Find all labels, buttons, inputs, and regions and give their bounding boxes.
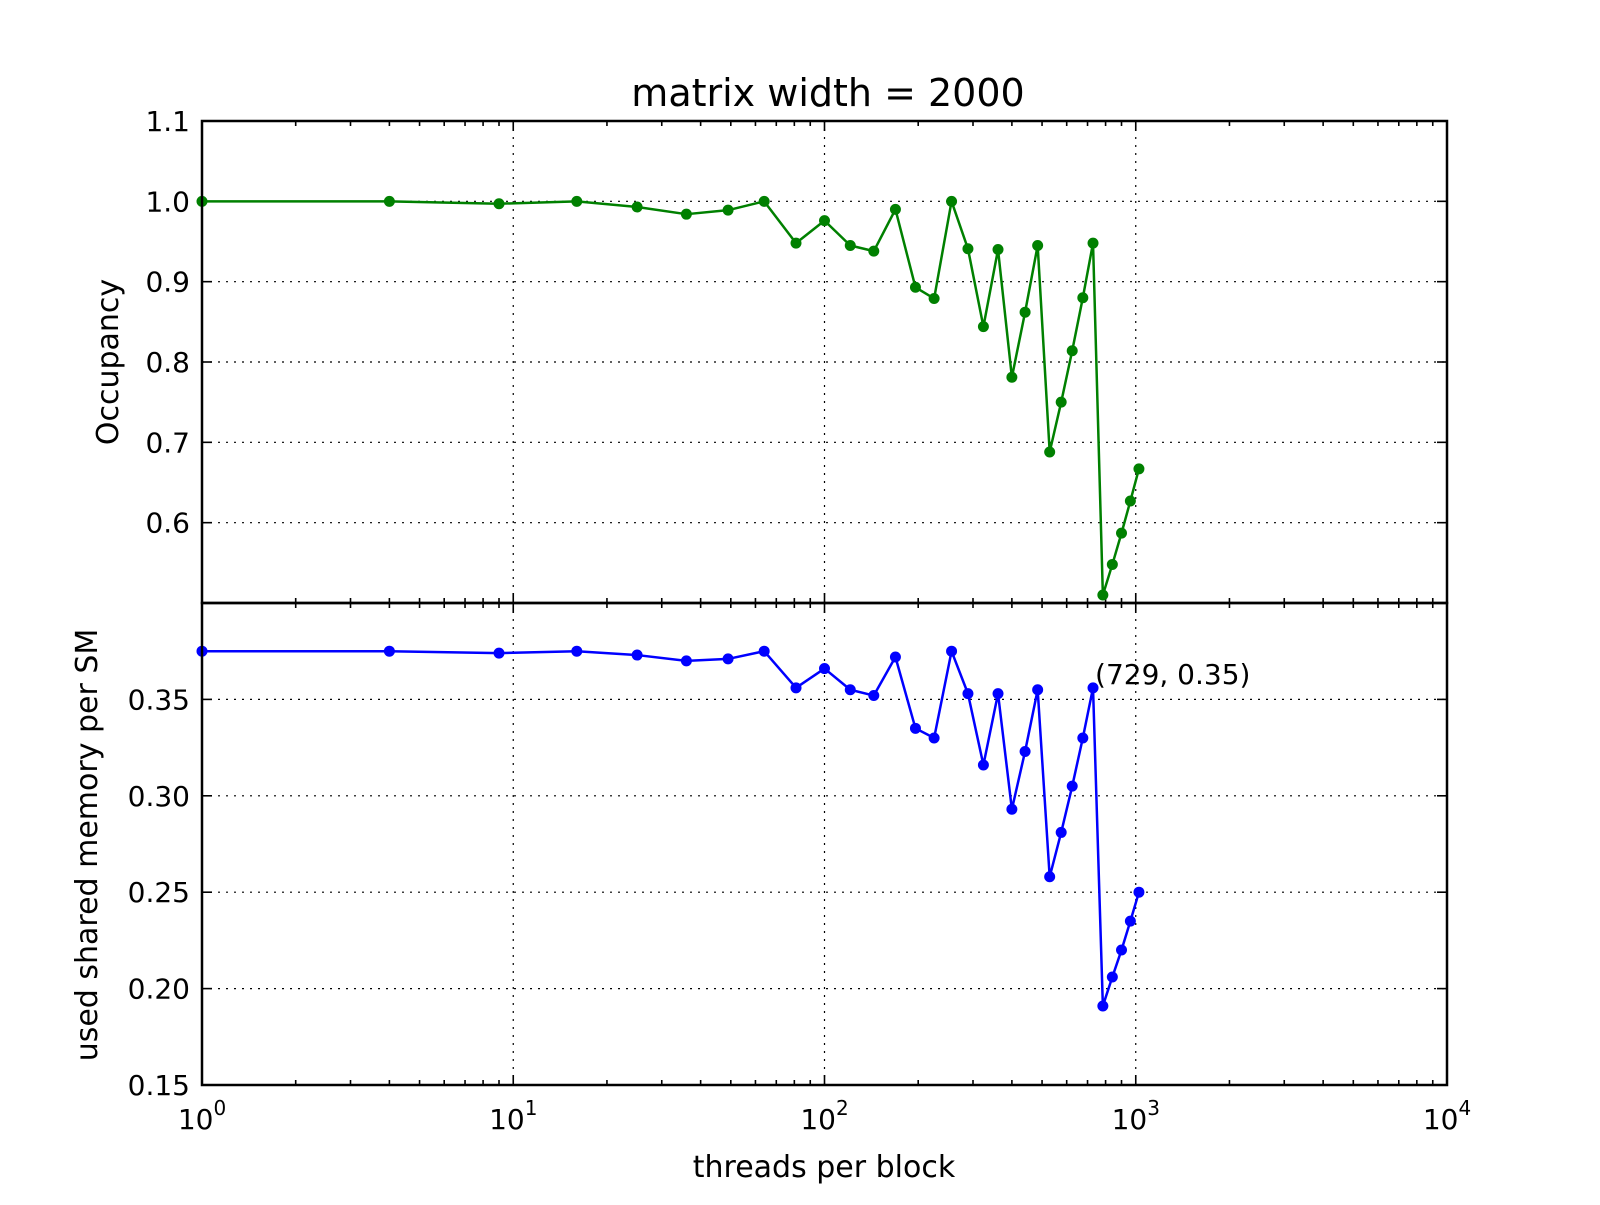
- panel-1-y-tick-label: 0.8: [145, 346, 190, 379]
- panel-1-data-point: [962, 243, 974, 255]
- panel-2-y-tick-label: 0.15: [128, 1069, 190, 1102]
- panel-2-data-point: [1055, 826, 1067, 838]
- panel-1-data-point: [1116, 527, 1128, 539]
- panel-1-data-point: [1124, 495, 1136, 507]
- panel-2-y-tick-label: 0.35: [128, 683, 190, 716]
- panel-2-data-point: [1032, 684, 1044, 696]
- panel-1-data-point: [631, 201, 643, 213]
- panel-2-data-point: [1116, 944, 1128, 956]
- panel-1-y-tick-label: 0.6: [145, 507, 190, 540]
- panel-2-data-point: [909, 722, 921, 734]
- panel-2-data-point: [977, 759, 989, 771]
- panel-1-data-point: [977, 321, 989, 333]
- panel-2-data-point: [1044, 871, 1056, 883]
- panel-2-data-point: [928, 732, 940, 744]
- panel-1-data-point: [1055, 396, 1067, 408]
- panel-1-series-line: [202, 200, 1141, 597]
- x-tick-label: 104: [1423, 1096, 1471, 1136]
- panel-1-y-tick-label: 1.0: [145, 185, 190, 218]
- panel-2-data-point: [722, 653, 734, 665]
- panel-2-data-point: [1106, 971, 1118, 983]
- panel-2-data-point: [571, 645, 583, 657]
- panel-1-y-tick-label: 0.7: [145, 426, 190, 459]
- panel-1-data-point: [722, 204, 734, 216]
- panel-2-data-point: [1006, 803, 1018, 815]
- panel-2-y-tick-label: 0.25: [128, 876, 190, 909]
- panel-2-data-point: [383, 645, 395, 657]
- panel-2-data-point: [1133, 886, 1145, 898]
- panel-2-series-line: [202, 649, 1141, 1008]
- panel-1-data-point: [1032, 240, 1044, 252]
- panel-2-data-point: [1077, 732, 1089, 744]
- panel-2-y-tick-label: 0.30: [128, 780, 190, 813]
- panel-2-data-point: [819, 663, 830, 675]
- panel-2-frame: [200, 601, 1449, 1087]
- panel-1-data-point: [1066, 345, 1078, 357]
- panel-1-data-point: [1006, 371, 1018, 383]
- panel-1-data-point: [1044, 446, 1056, 458]
- panel-2-data-point: [1066, 780, 1078, 792]
- panel-2-data-point: [889, 651, 901, 663]
- panel-2-data-point: [868, 690, 880, 702]
- panel-1-data-point: [790, 237, 802, 249]
- panel-2: 0.15 0.20 0.25 0.30 0.35 (729, 0.35): [128, 601, 1449, 1102]
- panel-2-data-point: [758, 645, 770, 657]
- panel-2-data-point: [1087, 682, 1099, 694]
- panel-1-data-point: [680, 208, 692, 220]
- x-tick-label: 102: [800, 1096, 848, 1136]
- panel-1-data-point: [1097, 589, 1109, 601]
- panel-1-data-point: [928, 293, 940, 305]
- panel-1-data-point: [758, 195, 770, 207]
- panel-1-data-point: [946, 195, 958, 207]
- panel-1-data-point: [844, 240, 856, 252]
- panel-1-y-tick-label: 1.1: [145, 105, 190, 138]
- panel-1-data-point: [889, 203, 901, 215]
- panel-2-data-point: [992, 688, 1004, 700]
- panel-2-data-point: [493, 647, 505, 659]
- panel-2-data-point: [962, 688, 974, 700]
- panel-2-data-point: [790, 682, 802, 694]
- panel-2-data-point: [1097, 1000, 1109, 1012]
- x-axis-label: threads per block: [693, 1150, 956, 1185]
- panel-2-y-axis-label: used shared memory per SM: [70, 629, 105, 1062]
- panel-2-data-point: [631, 649, 643, 661]
- panel-2-data-point: [946, 645, 958, 657]
- panel-1-data-point: [909, 281, 921, 293]
- panel-1-data-point: [493, 198, 505, 210]
- panel-1-data-point: [819, 215, 830, 227]
- panel-1-data-point: [1087, 237, 1099, 249]
- panel-2-data-point: [680, 655, 692, 667]
- panel-1-y-tick-label: 0.9: [145, 266, 190, 299]
- panel-1-data-point: [383, 195, 395, 207]
- x-tick-label: 103: [1112, 1096, 1160, 1136]
- plot-panels: 0.6 0.7 0.8 0.9 1.0 1.1 0.15 0.20 0.25 0.30 0.35 (7…: [128, 105, 1472, 1136]
- panel-1-data-point: [571, 195, 583, 207]
- chart-title: matrix width = 2000: [631, 71, 1024, 115]
- x-tick-label: 101: [489, 1096, 537, 1136]
- data-point-annotation: (729, 0.35): [1095, 658, 1250, 691]
- panel-1-data-point: [1077, 292, 1089, 304]
- panel-2-data-point: [1019, 745, 1031, 757]
- panel-1-data-point: [868, 245, 880, 257]
- panel-1-data-point: [1106, 558, 1118, 570]
- panel-2-y-tick-label: 0.20: [128, 973, 190, 1006]
- panel-2-data-point: [844, 684, 856, 696]
- x-tick-label: 100: [178, 1096, 226, 1136]
- panel-1-y-axis-label: Occupancy: [91, 279, 126, 445]
- panel-1-data-point: [1133, 463, 1145, 475]
- panel-1-data-point: [1019, 306, 1031, 318]
- panel-2-data-point: [1124, 915, 1136, 927]
- panel-1-data-point: [992, 244, 1004, 256]
